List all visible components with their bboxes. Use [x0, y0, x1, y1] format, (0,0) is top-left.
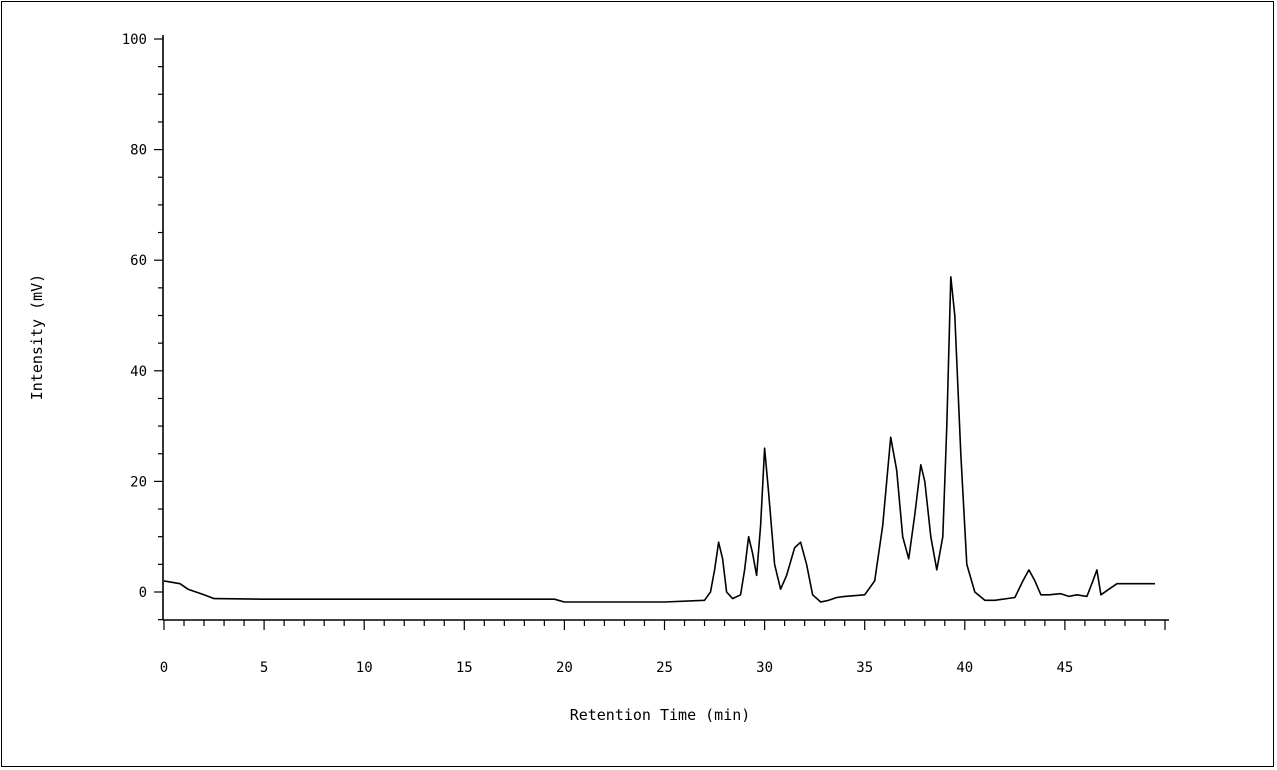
- y-tick-label: 40: [130, 364, 147, 380]
- x-tick-label: 35: [856, 660, 873, 676]
- x-tick-label: 45: [1056, 660, 1073, 676]
- x-tick-label: 40: [956, 660, 973, 676]
- intensity-trace: [163, 276, 1155, 603]
- x-tick-label: 15: [456, 660, 473, 676]
- axes-group: [162, 35, 1169, 621]
- y-tick-label: 80: [130, 143, 147, 159]
- ticks-group: [154, 38, 1166, 630]
- y-tick-label: 0: [139, 585, 147, 601]
- x-tick-label: 5: [260, 660, 268, 676]
- tick-labels-group: 0 20 40 60 80 100 0 5 10 15 20 25 30 35 40 45: [122, 32, 1074, 676]
- y-axis-label: Intensity (mV): [28, 274, 46, 400]
- x-tick-label: 30: [756, 660, 773, 676]
- y-tick-label: 100: [122, 32, 147, 48]
- x-tick-label: 0: [160, 660, 168, 676]
- x-tick-label: 10: [356, 660, 373, 676]
- y-tick-label: 20: [130, 474, 147, 490]
- x-axis-label: Retention Time (min): [570, 706, 751, 724]
- y-tick-label: 60: [130, 253, 147, 269]
- x-tick-label: 25: [656, 660, 673, 676]
- x-tick-label: 20: [556, 660, 573, 676]
